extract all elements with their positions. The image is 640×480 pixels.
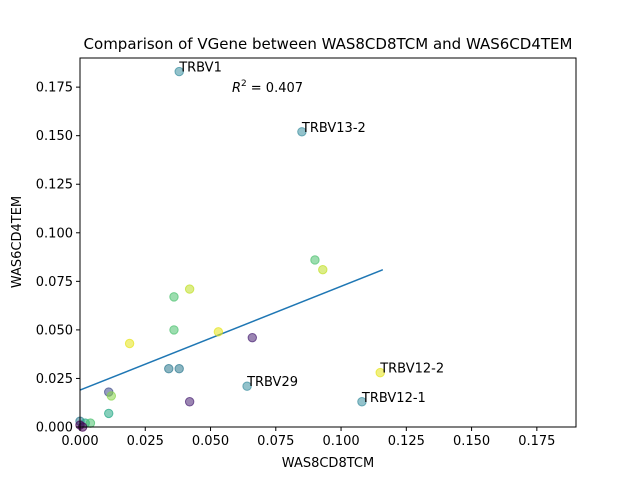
scatter-point bbox=[169, 325, 179, 335]
x-tick-label: 0.075 bbox=[257, 434, 294, 449]
scatter-point bbox=[85, 418, 96, 428]
scatter-point bbox=[310, 255, 320, 265]
x-tick-label: 0.025 bbox=[127, 434, 164, 449]
scatter-point bbox=[242, 381, 252, 391]
scatter-point bbox=[184, 397, 195, 407]
x-tick-label: 0.000 bbox=[61, 434, 98, 449]
y-tick-label: 0.150 bbox=[36, 129, 73, 144]
scatter-point bbox=[164, 364, 174, 374]
x-tick-label: 0.050 bbox=[192, 434, 229, 449]
point-label: TRBV12-2 bbox=[379, 362, 444, 377]
point-label: TRBV12-1 bbox=[361, 391, 426, 406]
y-tick-label: 0.175 bbox=[36, 81, 73, 96]
y-tick-label: 0.050 bbox=[36, 323, 73, 338]
scatter-point bbox=[124, 338, 135, 349]
scatter-point bbox=[174, 66, 184, 77]
x-tick-label: 0.100 bbox=[322, 434, 359, 449]
y-tick-label: 0.075 bbox=[36, 275, 73, 290]
points-layer bbox=[75, 66, 385, 432]
y-axis-label: WAS6CD4TEM bbox=[10, 196, 25, 288]
axes-border bbox=[79, 57, 577, 428]
point-labels-layer: TRBV1 TRBV13-2 TRBV12-2 TRBV29 TRBV12-1 bbox=[178, 61, 444, 406]
scatter-point bbox=[169, 292, 179, 302]
x-tick-label: 0.125 bbox=[388, 434, 425, 449]
chart-title: Comparison of VGene between WAS8CD8TCM a… bbox=[84, 35, 573, 53]
scatter-point bbox=[106, 391, 117, 401]
y-tick-label: 0.125 bbox=[36, 178, 73, 193]
y-tick-label: 0.000 bbox=[36, 421, 73, 436]
scatter-point bbox=[247, 332, 257, 343]
y-tick-label: 0.100 bbox=[36, 226, 73, 241]
x-tick-label: 0.150 bbox=[453, 434, 490, 449]
point-label: TRBV13-2 bbox=[301, 121, 366, 136]
r-squared-annotation: R2 = 0.407 bbox=[232, 79, 303, 96]
scatter-point bbox=[297, 127, 307, 137]
x-axis-label: WAS8CD8TCM bbox=[282, 456, 374, 471]
plot-area: TRBV1 TRBV13-2 TRBV12-2 TRBV29 TRBV12-1 bbox=[75, 57, 577, 432]
plot-frame bbox=[80, 58, 576, 427]
point-label: TRBV1 bbox=[178, 61, 222, 76]
fit-line-layer bbox=[79, 268, 384, 391]
r-squared-value: = 0.407 bbox=[251, 81, 303, 96]
scatter-point bbox=[318, 264, 328, 275]
scatter-point bbox=[184, 284, 195, 294]
x-axis-ticks: 0.000 0.025 0.050 0.075 0.100 0.125 0.150 0.175 bbox=[61, 427, 555, 449]
point-label: TRBV29 bbox=[246, 375, 298, 390]
r-squared-exponent: 2 bbox=[241, 79, 247, 89]
r-squared-symbol: R bbox=[232, 81, 241, 96]
x-tick-label: 0.175 bbox=[518, 434, 555, 449]
scatter-point bbox=[104, 408, 114, 419]
scatter-point bbox=[375, 367, 385, 378]
scatter-point bbox=[174, 364, 184, 374]
scatter-point bbox=[213, 327, 224, 337]
y-axis-ticks: 0.000 0.025 0.050 0.075 0.100 0.125 0.150 0.175 bbox=[36, 81, 80, 436]
regression-line bbox=[79, 268, 384, 391]
y-tick-label: 0.025 bbox=[36, 372, 73, 387]
scatter-point bbox=[357, 397, 367, 407]
